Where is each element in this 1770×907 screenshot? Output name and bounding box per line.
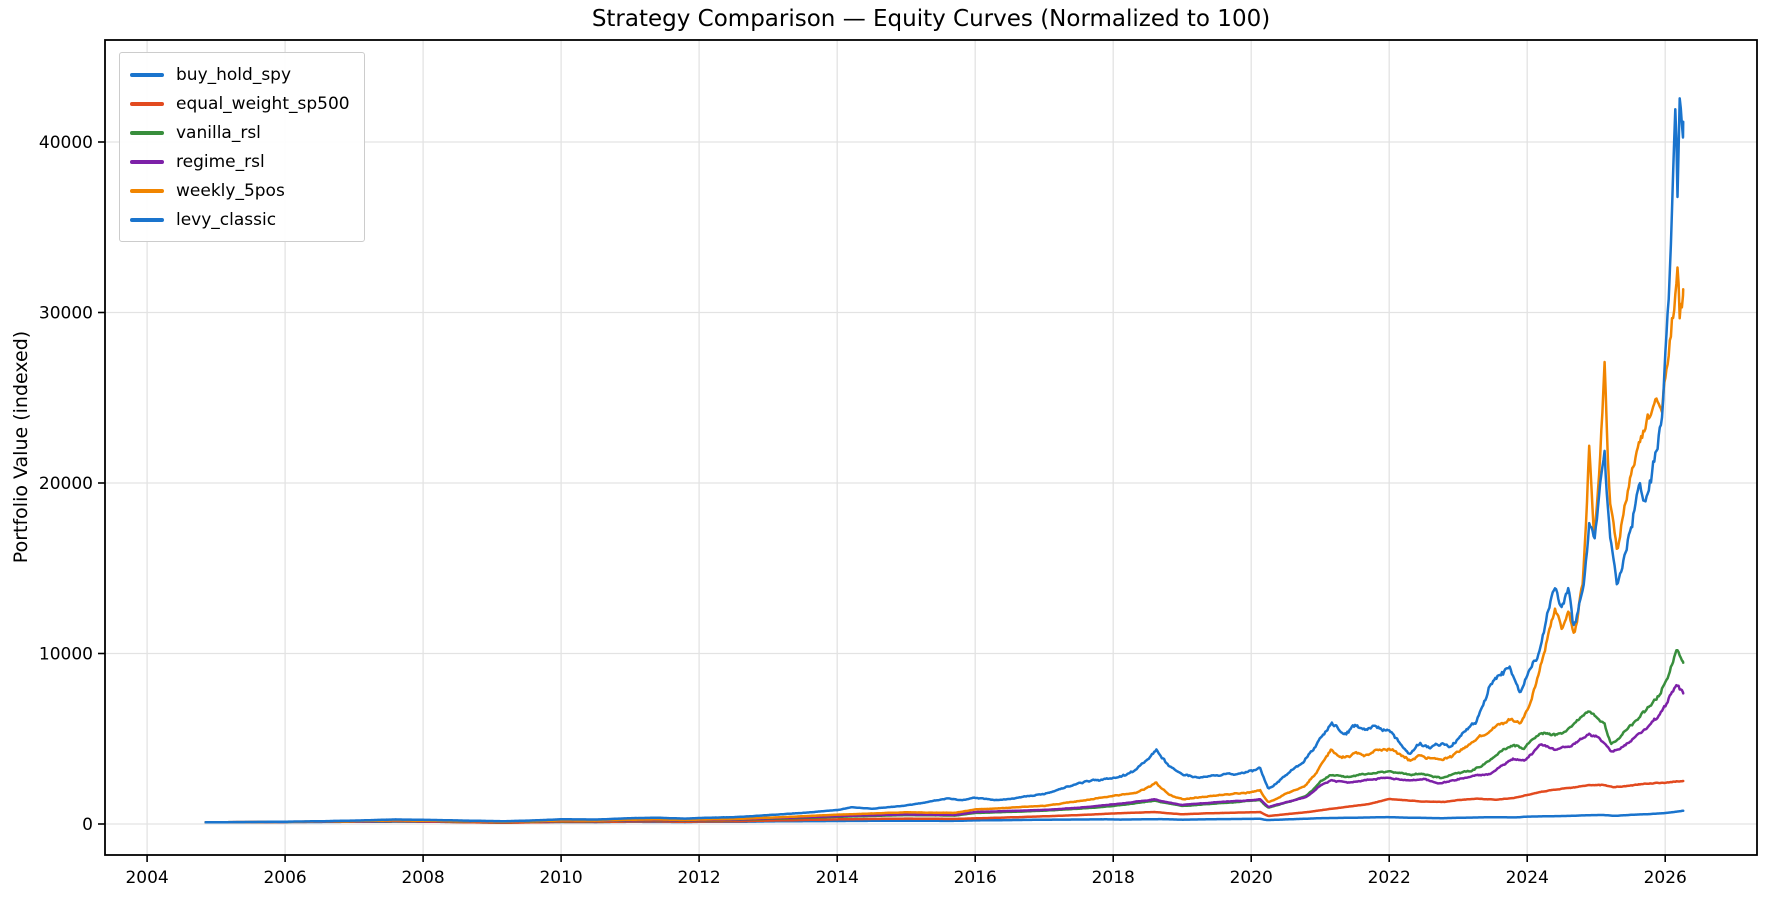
series-lines <box>204 97 1685 825</box>
y-tick-label-30000: 30000 <box>39 304 93 324</box>
chart-title: Strategy Comparison — Equity Curves (Nor… <box>591 6 1271 32</box>
y-tick-label-40000: 40000 <box>39 133 93 153</box>
x-tick-label-2022: 2022 <box>1368 868 1411 888</box>
x-tick-label-2006: 2006 <box>263 868 306 888</box>
x-tick-label-2026: 2026 <box>1644 868 1687 888</box>
legend: buy_hold_spy equal_weight_sp500 vanilla_rs… <box>119 52 365 242</box>
series-line-levy_classic <box>204 97 1685 824</box>
y-axis-label: Portfolio Value (indexed) <box>10 331 32 563</box>
x-tick-label-2008: 2008 <box>401 868 444 888</box>
legend-label: weekly_5pos <box>176 180 285 201</box>
y-tick-label-20000: 20000 <box>39 474 93 494</box>
legend-label: equal_weight_sp500 <box>176 93 350 114</box>
legend-swatch-levy_classic <box>130 217 164 222</box>
y-tick-label-0: 0 <box>82 815 93 835</box>
legend-label: regime_rsl <box>176 151 265 172</box>
legend-swatch-vanilla_rsl <box>130 130 164 135</box>
legend-entry-vanilla_rsl: vanilla_rsl <box>130 118 350 147</box>
x-tick-label-2014: 2014 <box>816 868 859 888</box>
x-tick-label-2024: 2024 <box>1506 868 1549 888</box>
x-tick-label-2004: 2004 <box>125 868 168 888</box>
x-tick-label-2012: 2012 <box>677 868 720 888</box>
axis-ticks <box>98 141 1666 862</box>
legend-swatch-weekly_5pos <box>130 188 164 193</box>
legend-swatch-equal_weight_sp500 <box>130 101 164 106</box>
legend-entry-weekly_5pos: weekly_5pos <box>130 176 350 205</box>
legend-label: buy_hold_spy <box>176 64 292 85</box>
legend-entry-regime_rsl: regime_rsl <box>130 147 350 176</box>
x-tick-label-2020: 2020 <box>1230 868 1273 888</box>
legend-swatch-regime_rsl <box>130 159 164 164</box>
axis-tick-labels: 2004 2006 2008 2010 2012 2014 2016 2018 2020 2022… <box>39 133 1687 888</box>
legend-entry-equal_weight_sp500: equal_weight_sp500 <box>130 89 350 118</box>
legend-entry-buy_hold_spy: buy_hold_spy <box>130 60 350 89</box>
gridlines <box>105 40 1757 855</box>
legend-entry-levy_classic: levy_classic <box>130 205 350 234</box>
axes-spines <box>104 39 1758 856</box>
x-tick-label-2016: 2016 <box>954 868 997 888</box>
legend-label: vanilla_rsl <box>176 122 261 143</box>
x-tick-label-2018: 2018 <box>1092 868 1135 888</box>
legend-swatch-buy_hold_spy <box>130 72 164 77</box>
legend-label: levy_classic <box>176 209 277 230</box>
x-tick-label-2010: 2010 <box>539 868 582 888</box>
y-tick-label-10000: 10000 <box>39 645 93 665</box>
